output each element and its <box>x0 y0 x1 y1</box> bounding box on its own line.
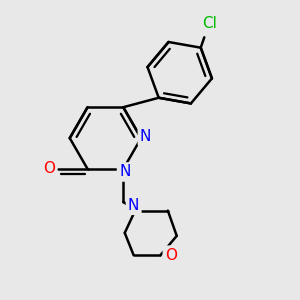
Text: O: O <box>43 161 55 176</box>
Text: N: N <box>140 129 151 144</box>
Text: N: N <box>119 164 130 179</box>
Text: Cl: Cl <box>202 16 217 32</box>
Text: O: O <box>165 248 177 263</box>
Text: N: N <box>128 198 139 213</box>
